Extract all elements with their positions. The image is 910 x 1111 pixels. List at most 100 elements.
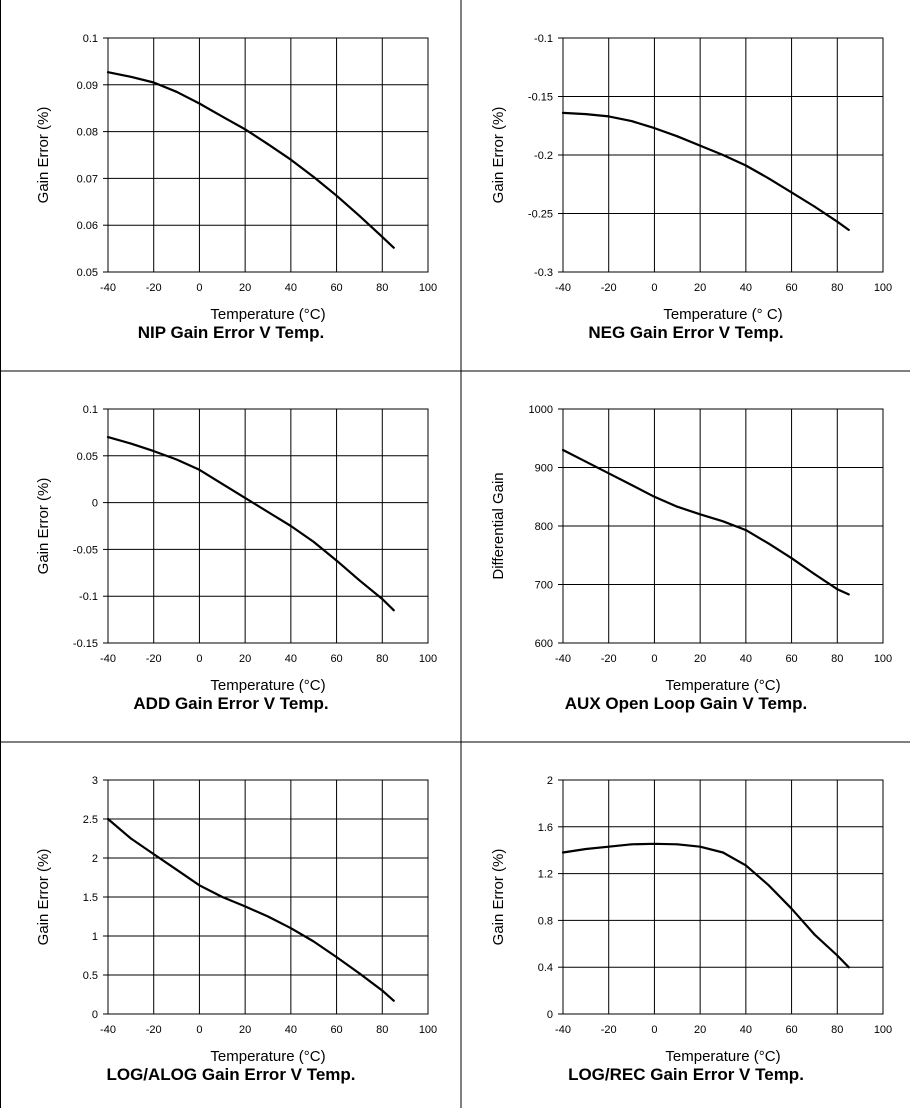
x-tick-label: 80 bbox=[376, 653, 388, 665]
data-point bbox=[221, 482, 224, 485]
y-tick-label: 2.5 bbox=[83, 814, 98, 826]
x-tick-label: -20 bbox=[601, 653, 617, 665]
data-point bbox=[699, 144, 702, 147]
y-tick-label: 0.8 bbox=[538, 915, 553, 927]
y-tick-label: 1.5 bbox=[83, 892, 98, 904]
x-tick-label: -20 bbox=[601, 282, 617, 294]
data-point bbox=[562, 851, 564, 854]
x-tick-label: 60 bbox=[785, 1024, 797, 1036]
data-point bbox=[267, 510, 269, 513]
data-point bbox=[392, 999, 395, 1002]
x-tick-label: 60 bbox=[330, 653, 342, 665]
data-point bbox=[584, 113, 587, 116]
x-tick-label: 60 bbox=[785, 653, 797, 665]
y-tick-label: -0.1 bbox=[79, 591, 98, 603]
data-point bbox=[152, 853, 155, 856]
y-tick-label: 0 bbox=[92, 1009, 98, 1021]
x-tick-label: -20 bbox=[146, 282, 162, 294]
y-tick-label: 0.1 bbox=[83, 33, 98, 45]
data-point bbox=[358, 214, 361, 217]
data-point bbox=[722, 520, 724, 523]
x-tick-label: 0 bbox=[196, 1024, 202, 1036]
data-point bbox=[653, 127, 656, 130]
y-axis-label: Gain Error (%) bbox=[35, 107, 52, 204]
data-point bbox=[630, 843, 633, 846]
data-point bbox=[630, 484, 633, 487]
y-tick-label: 900 bbox=[535, 463, 553, 475]
chart-aux-open-loop-gain: -40 -20 0 20 40 60 80 100 600 700 800 900 1000 Temper… bbox=[490, 404, 892, 694]
y-tick-label: 3 bbox=[92, 775, 98, 787]
x-tick-label: 80 bbox=[831, 653, 843, 665]
data-point bbox=[607, 472, 610, 475]
x-tick-label: -20 bbox=[146, 653, 162, 665]
data-point bbox=[198, 884, 201, 887]
data-point bbox=[767, 884, 770, 887]
x-tick-label: 20 bbox=[694, 282, 706, 294]
y-tick-label: 600 bbox=[535, 638, 553, 650]
data-point bbox=[175, 458, 178, 461]
series-line bbox=[106, 435, 395, 612]
data-point bbox=[175, 90, 178, 93]
data-point bbox=[562, 111, 564, 114]
data-point bbox=[244, 128, 247, 131]
data-point bbox=[358, 579, 361, 582]
data-point bbox=[653, 842, 656, 845]
x-axis-label: Temperature (°C) bbox=[210, 306, 325, 323]
x-tick-label: 0 bbox=[651, 653, 657, 665]
data-point bbox=[744, 164, 747, 167]
data-point bbox=[335, 956, 338, 959]
data-point bbox=[699, 845, 702, 848]
x-tick-label: 20 bbox=[239, 653, 251, 665]
y-tick-label: -0.15 bbox=[73, 638, 98, 650]
y-tick-label: 0.5 bbox=[83, 970, 98, 982]
data-point bbox=[836, 954, 839, 957]
y-tick-label: 0.07 bbox=[77, 173, 98, 185]
data-point bbox=[847, 966, 850, 969]
data-point bbox=[790, 907, 793, 910]
data-point bbox=[676, 843, 679, 846]
x-tick-label: 0 bbox=[196, 653, 202, 665]
x-axis-label: Temperature (° C) bbox=[663, 306, 782, 323]
y-axis-label: Gain Error (%) bbox=[490, 107, 507, 204]
chart-log-rec-gain-error: -40 -20 0 20 40 60 80 100 0 0.4 0.8 1.2 1.6 2 Temperat… bbox=[490, 775, 892, 1065]
x-tick-label: 40 bbox=[285, 282, 297, 294]
y-tick-label: 0.08 bbox=[77, 127, 98, 139]
chart-log-alog-gain-error: -40 -20 0 20 40 60 80 100 0 0.5 1 1.5 2 2.5 3 Temperatu… bbox=[35, 775, 437, 1065]
data-point bbox=[244, 496, 247, 499]
data-point bbox=[221, 896, 224, 898]
data-point bbox=[152, 450, 155, 453]
x-tick-label: 80 bbox=[831, 282, 843, 294]
x-axis-label: Temperature (°C) bbox=[665, 677, 780, 694]
plot-frame bbox=[107, 408, 429, 644]
x-axis-label: Temperature (°C) bbox=[210, 677, 325, 694]
data-point bbox=[335, 559, 338, 562]
y-tick-label: 0.4 bbox=[538, 962, 553, 974]
y-tick-label: 0.05 bbox=[77, 451, 98, 463]
x-tick-label: 60 bbox=[785, 282, 797, 294]
data-point bbox=[607, 115, 610, 118]
x-tick-label: 100 bbox=[874, 1024, 892, 1036]
chart-add-gain-error: -40 -20 0 20 40 60 80 100 -0.15 -0.1 -0.05 0 0.05 0.1… bbox=[35, 404, 437, 694]
data-point bbox=[744, 864, 747, 867]
x-tick-label: 80 bbox=[376, 282, 388, 294]
x-tick-label: 100 bbox=[874, 282, 892, 294]
y-tick-label: 0.09 bbox=[77, 80, 98, 92]
data-point bbox=[847, 593, 850, 596]
data-point bbox=[198, 102, 201, 105]
x-tick-label: 100 bbox=[419, 1024, 437, 1036]
chart-title: LOG/REC Gain Error V Temp. bbox=[568, 1065, 804, 1084]
chart-panel-aux: -40 -20 0 20 40 60 80 100 600 700 800 900 1000 Temper… bbox=[459, 371, 910, 740]
data-point bbox=[836, 588, 839, 591]
data-point bbox=[813, 572, 816, 575]
y-tick-label: -0.05 bbox=[73, 544, 98, 556]
series-line bbox=[106, 71, 395, 249]
data-point bbox=[584, 848, 587, 851]
x-tick-label: -40 bbox=[555, 282, 571, 294]
x-tick-label: 40 bbox=[740, 653, 752, 665]
x-tick-label: -40 bbox=[555, 1024, 571, 1036]
data-point bbox=[198, 468, 201, 471]
chart-panel-log-rec: -40 -20 0 20 40 60 80 100 0 0.4 0.8 1.2 1.6 2 Temperat… bbox=[459, 742, 910, 1111]
data-point bbox=[607, 845, 610, 848]
data-point bbox=[335, 194, 338, 197]
chart-title: NIP Gain Error V Temp. bbox=[137, 323, 325, 342]
